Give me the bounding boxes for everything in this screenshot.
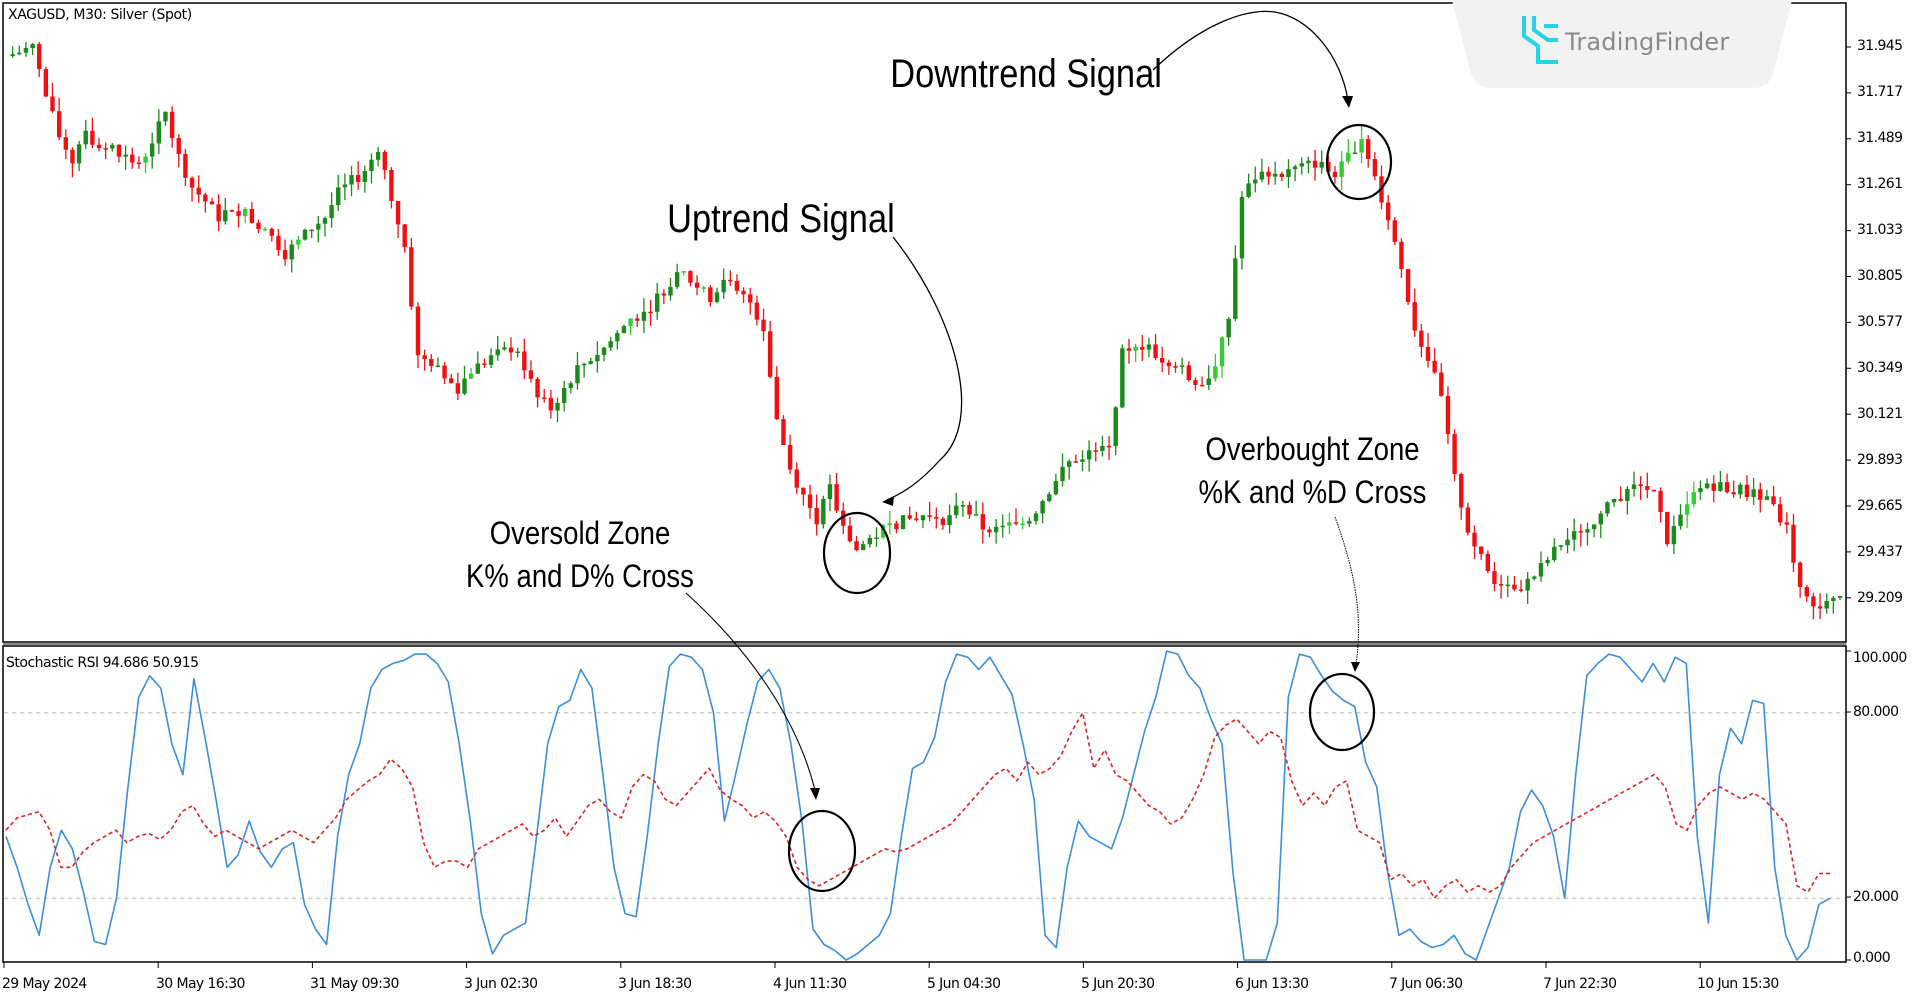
time-tick-label: 3 Jun 18:30 bbox=[618, 976, 692, 992]
price-tick-label: 29.665 bbox=[1857, 498, 1903, 514]
uptrend-arrowhead bbox=[882, 496, 894, 506]
indicator-tick-label: 80.000 bbox=[1853, 704, 1899, 720]
oversold-cross-label: K% and D% Cross bbox=[466, 558, 694, 594]
downtrend-circle bbox=[1325, 123, 1393, 201]
watermark-banner bbox=[1452, 0, 1792, 88]
overbought-zone-label: Overbought Zone bbox=[1205, 431, 1420, 467]
time-tick-label: 5 Jun 20:30 bbox=[1081, 976, 1155, 992]
price-tick-label: 31.717 bbox=[1857, 84, 1903, 100]
price-tick-label: 31.261 bbox=[1857, 176, 1903, 192]
oversold-zone-label: Oversold Zone bbox=[489, 515, 671, 551]
overbought-cross-circle bbox=[1308, 672, 1376, 752]
time-tick-label: 3 Jun 02:30 bbox=[464, 976, 538, 992]
chart-symbol-title: XAGUSD, M30: Silver (Spot) bbox=[8, 7, 192, 23]
overbought-arrowhead bbox=[1351, 662, 1360, 672]
price-tick-label: 30.805 bbox=[1857, 268, 1903, 284]
time-tick-label: 6 Jun 13:30 bbox=[1235, 976, 1309, 992]
price-tick-label: 29.209 bbox=[1857, 590, 1903, 606]
price-tick-label: 30.577 bbox=[1857, 314, 1903, 330]
price-tick-label: 31.945 bbox=[1857, 38, 1903, 54]
indicator-title: Stochastic RSI 94.686 50.915 bbox=[6, 655, 199, 671]
price-tick-label: 31.033 bbox=[1857, 222, 1903, 238]
oscillator-levels bbox=[4, 712, 1845, 899]
d-line bbox=[5, 711, 1830, 900]
overbought-arrow bbox=[1334, 516, 1359, 666]
k-line bbox=[5, 650, 1831, 961]
tradingfinder-logo-icon bbox=[1522, 16, 1558, 64]
indicator-tick-label: 100.000 bbox=[1853, 650, 1907, 666]
time-tick-label: 30 May 16:30 bbox=[156, 976, 245, 992]
stoch-rsi-lines bbox=[5, 650, 1831, 961]
indicator-tick-label: 20.000 bbox=[1853, 889, 1899, 905]
axis-ticks bbox=[3, 46, 1851, 968]
annotation-shapes bbox=[685, 10, 1393, 893]
price-tick-label: 30.349 bbox=[1857, 360, 1903, 376]
uptrend-arrow bbox=[886, 236, 963, 501]
oversold-cross-circle bbox=[787, 809, 857, 893]
time-tick-label: 31 May 09:30 bbox=[310, 976, 399, 992]
time-tick-label: 4 Jun 11:30 bbox=[773, 976, 847, 992]
uptrend-circle bbox=[822, 511, 892, 595]
price-tick-label: 29.893 bbox=[1857, 452, 1903, 468]
time-tick-label: 5 Jun 04:30 bbox=[927, 976, 1001, 992]
time-tick-label: 7 Jun 06:30 bbox=[1389, 976, 1463, 992]
downtrend-signal-label: Downtrend Signal bbox=[890, 52, 1162, 96]
price-tick-label: 30.121 bbox=[1857, 406, 1903, 422]
price-tick-label: 29.437 bbox=[1857, 544, 1903, 560]
main-panel-frame bbox=[2, 2, 1847, 643]
indicator-panel-frame bbox=[2, 645, 1847, 963]
indicator-tick-label: 0.000 bbox=[1853, 950, 1891, 966]
time-tick-label: 7 Jun 22:30 bbox=[1543, 976, 1617, 992]
oversold-arrowhead bbox=[810, 788, 820, 800]
price-tick-label: 31.489 bbox=[1857, 130, 1903, 146]
time-tick-label: 10 Jun 15:30 bbox=[1697, 976, 1779, 992]
uptrend-signal-label: Uptrend Signal bbox=[667, 197, 895, 241]
candlestick-series bbox=[10, 41, 1843, 620]
oversold-arrow bbox=[685, 592, 816, 791]
time-tick-label: 29 May 2024 bbox=[2, 976, 87, 992]
overbought-cross-label: %K and %D Cross bbox=[1198, 474, 1427, 510]
watermark-brand-text: TradingFinder bbox=[1565, 28, 1730, 56]
downtrend-arrowhead bbox=[1342, 96, 1353, 108]
downtrend-arrow bbox=[1152, 10, 1349, 101]
